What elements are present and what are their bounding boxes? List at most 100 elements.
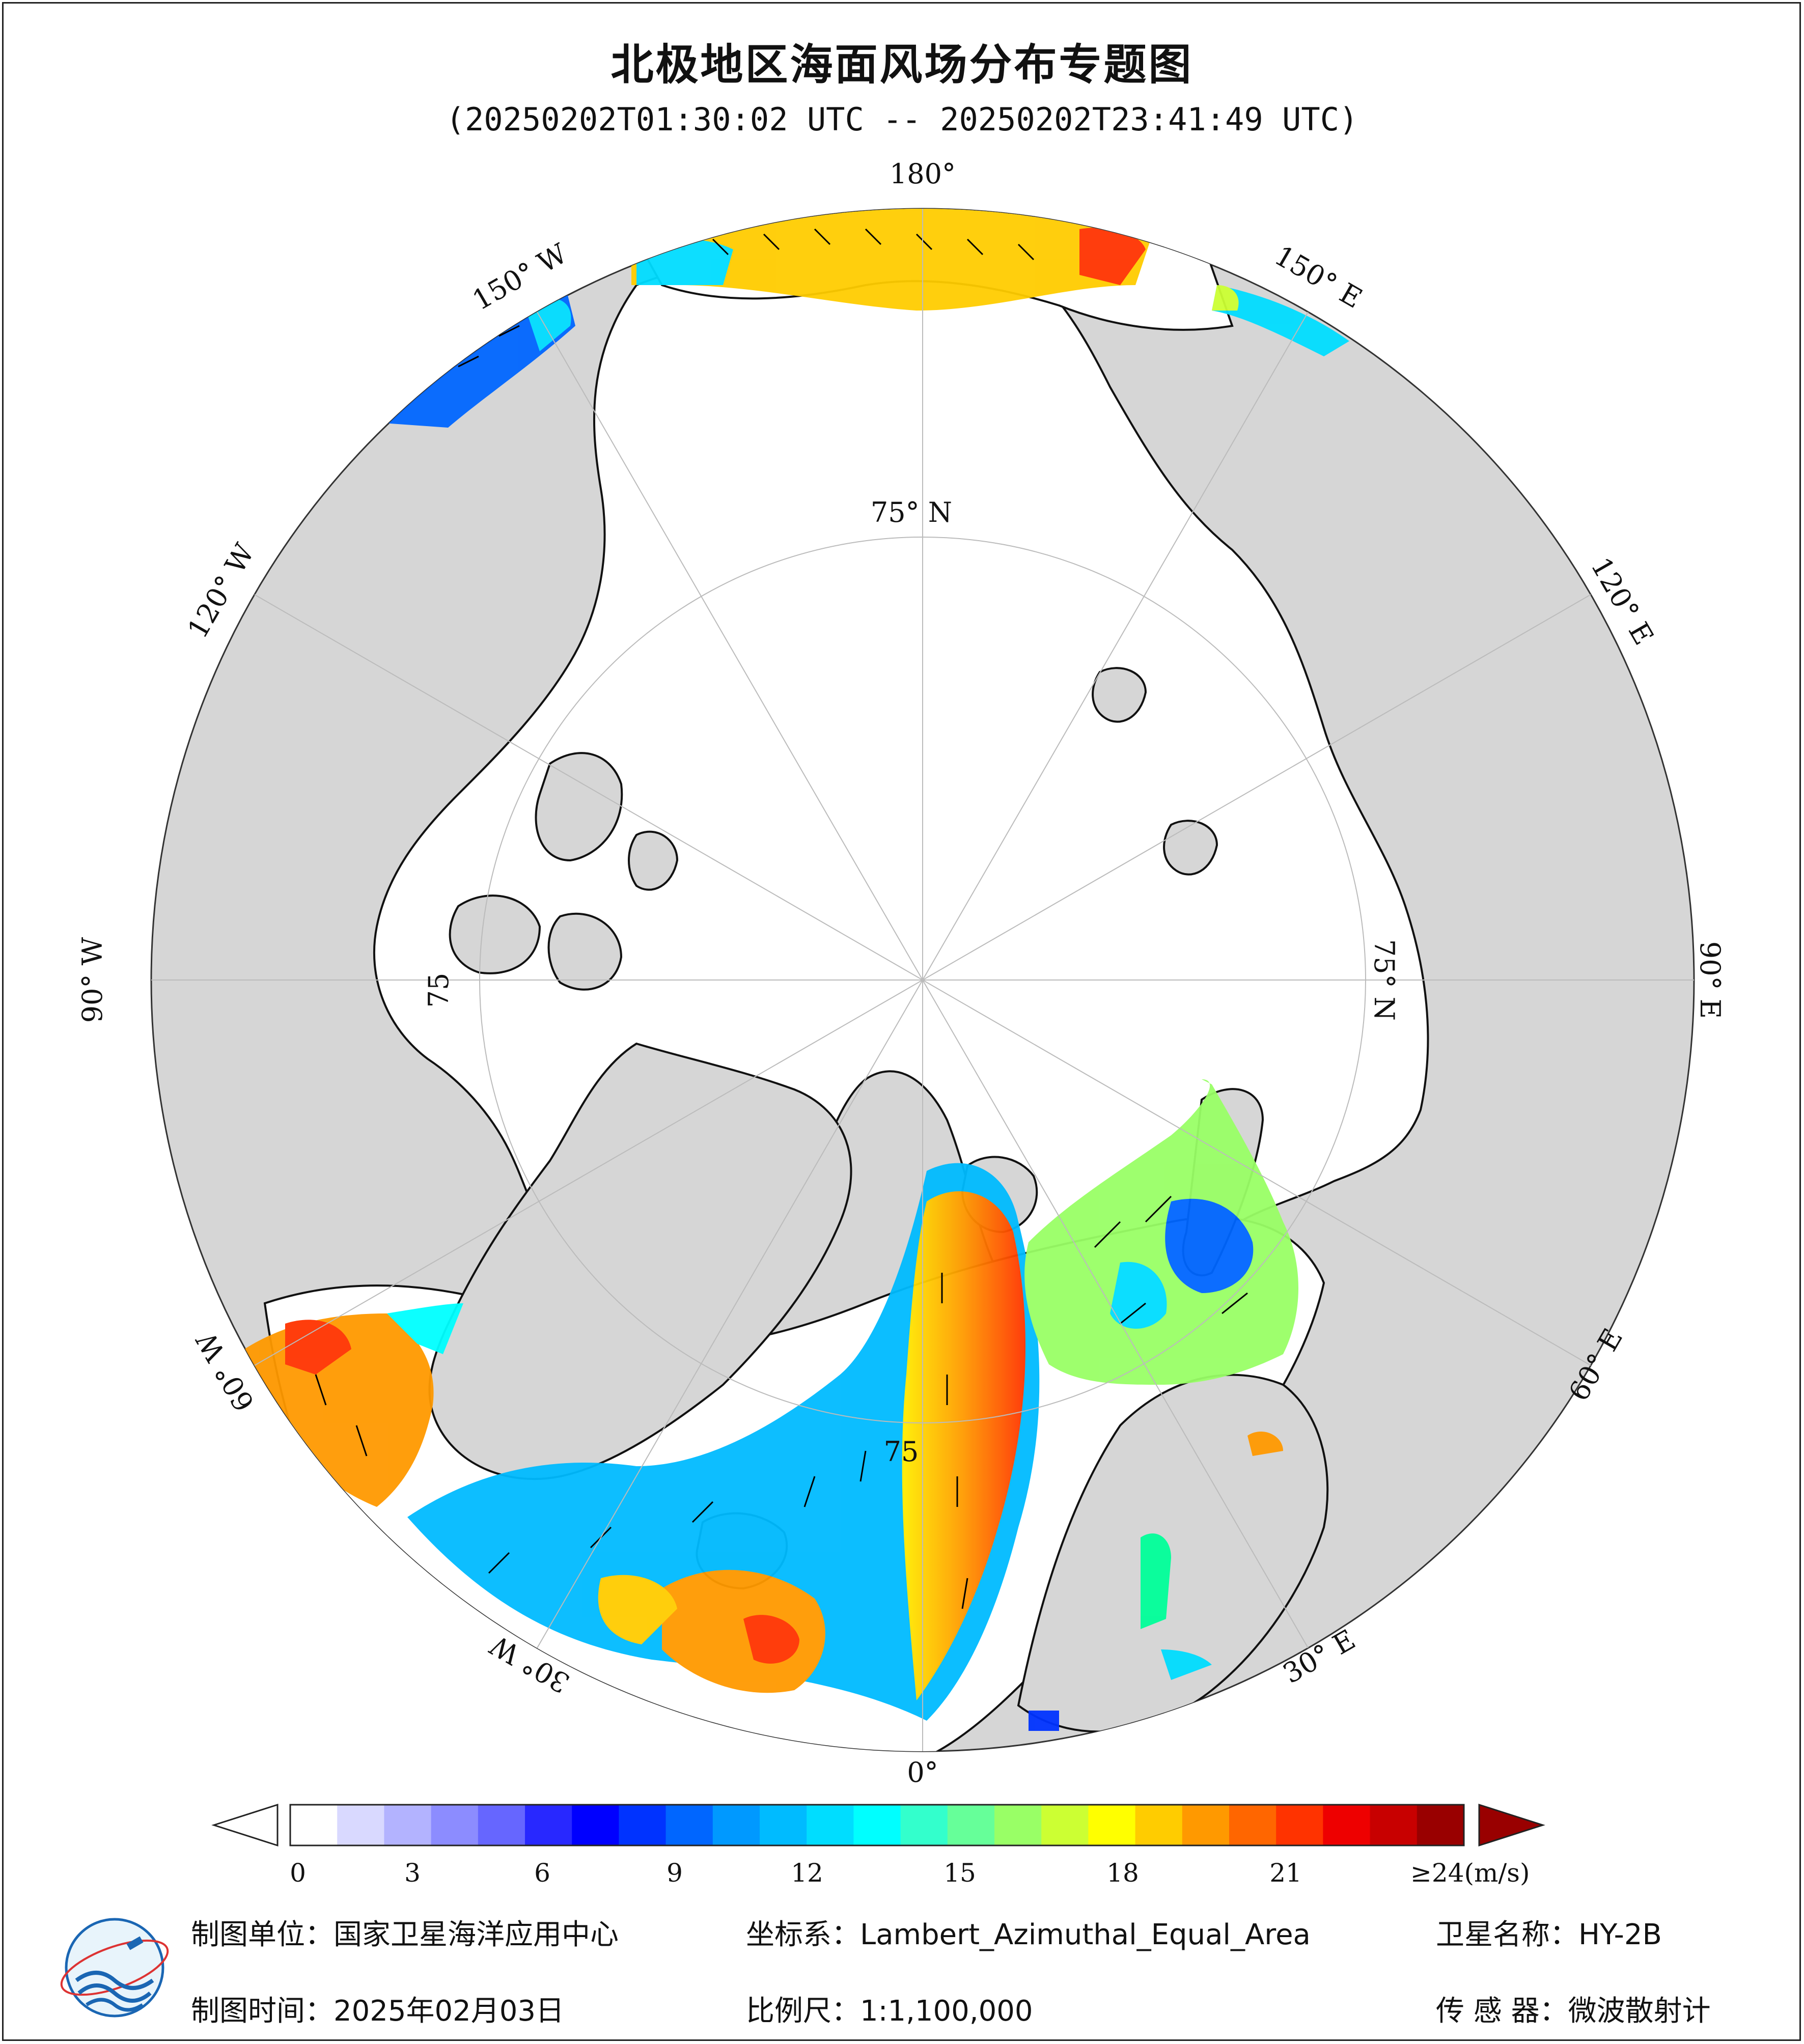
wind-arrow [1222, 1292, 1248, 1314]
russian-islands [1092, 667, 1218, 876]
wind-arrow [915, 233, 933, 250]
footer-sensor-key: 传 感 器： [1436, 1995, 1568, 2028]
footer-sensor-value: 微波散射计 [1568, 1995, 1711, 2028]
colorbar-cell [1135, 1805, 1183, 1845]
colorbar-cell [665, 1805, 713, 1845]
wind-arrow [1145, 1195, 1172, 1223]
colorbar-low-arrow [211, 1803, 279, 1847]
footer-time-key: 制图时间： [191, 1995, 334, 2028]
wind-arrow [814, 228, 831, 245]
colorbar-cell [619, 1805, 667, 1845]
colorbar-tick: 6 [534, 1858, 550, 1888]
colorbar-cell [712, 1805, 760, 1845]
colorbar-cell [900, 1805, 948, 1845]
map-title: 北极地区海面风场分布专题图 [610, 40, 1194, 90]
latitude-labels: 75° N 75° N 75 75 [423, 496, 1400, 1468]
colorbar-cell [994, 1805, 1042, 1845]
footer-unit-key: 制图单位： [191, 1918, 334, 1951]
colorbar-cell [1417, 1805, 1464, 1845]
colorbar-cell [525, 1805, 572, 1845]
wind-arrow [763, 233, 780, 250]
polar-map: 180° 150° E 120° E 90° E 60° E 30° E 0° … [76, 158, 1726, 1847]
wind-arrow [1120, 1302, 1146, 1325]
footer-time-value: 2025年02月03日 [334, 1995, 565, 2028]
colorbar-cell [572, 1805, 619, 1845]
graticule [151, 209, 1694, 1751]
wind-arrow [865, 228, 882, 245]
colorbar-cell [853, 1805, 901, 1845]
colorbar-high-arrow [1478, 1803, 1545, 1847]
footer-scale-key: 比例尺： [746, 1995, 860, 2028]
wind-arrow [803, 1476, 816, 1507]
colorbar-cell [1323, 1805, 1371, 1845]
footer-crs: 坐标系：Lambert_Azimuthal_Equal_Area [746, 1912, 1311, 1953]
footer-crs-value: Lambert_Azimuthal_Equal_Area [860, 1918, 1311, 1951]
colorbar-cell [1041, 1805, 1089, 1845]
colorbar-cell [1182, 1805, 1230, 1845]
colorbar-cell [947, 1805, 995, 1845]
footer-unit: 制图单位：国家卫星海洋应用中心 [191, 1912, 619, 1953]
footer-satellite: 卫星名称：HY-2B [1436, 1912, 1662, 1953]
colorbar-cell [807, 1805, 854, 1845]
lat-label-top: 75° N [871, 496, 952, 528]
wind-swath-barents [1024, 1079, 1298, 1385]
footer-sensor: 传 感 器：微波散射计 [1436, 1988, 1711, 2029]
colorbar-cell [384, 1805, 432, 1845]
wind-arrow [1094, 1221, 1121, 1248]
wind-arrow [966, 238, 984, 256]
colorbar-tick: 0 [290, 1858, 306, 1888]
colorbar-cell [431, 1805, 479, 1845]
colorbar-tick: 21 [1269, 1858, 1302, 1888]
colorbar-cells [289, 1804, 1465, 1846]
wind-swaths [244, 209, 1349, 1731]
footer-crs-key: 坐标系： [746, 1918, 860, 1951]
colorbar-cell [760, 1805, 807, 1845]
footer-satellite-value: HY-2B [1578, 1918, 1662, 1951]
colorbar-tick: 15 [943, 1858, 976, 1888]
wind-arrow [691, 1501, 714, 1523]
colorbar-border [289, 1804, 1465, 1846]
wind-arrow [458, 355, 479, 368]
wind-arrow [355, 1425, 368, 1457]
wind-swath-baltic [1141, 1533, 1171, 1629]
wind-arrow [1017, 243, 1035, 261]
lon-label-180: 180° [890, 158, 956, 190]
time-range-subtitle: (20250202T01:30:02 UTC -- 20250202T23:41… [446, 101, 1358, 138]
wind-arrow [488, 1552, 510, 1574]
colorbar-cell [1370, 1805, 1418, 1845]
colorbar-cell [1229, 1805, 1276, 1845]
wind-swath-northwest [377, 285, 575, 428]
wind-swath-north [631, 209, 1151, 311]
footer-unit-value: 国家卫星海洋应用中心 [334, 1918, 619, 1951]
colorbar-tick: 9 [667, 1858, 683, 1888]
colorbar-cell [1276, 1805, 1323, 1845]
footer-scale: 比例尺：1:1,100,000 [746, 1988, 1033, 2029]
wind-swath-atlantic [407, 1163, 1040, 1721]
lat-label-left: 75 [423, 973, 455, 1008]
wind-arrow [961, 1578, 968, 1609]
lon-label-90e: 90° E [1694, 941, 1726, 1019]
colorbar-cell [290, 1805, 338, 1845]
colorbar-cell [1088, 1805, 1136, 1845]
wind-arrow [315, 1374, 327, 1406]
colorbar-tick: 12 [791, 1858, 823, 1888]
lon-label-90w: 90° W [76, 937, 108, 1023]
colorbar-tick: 3 [404, 1858, 421, 1888]
footer-satellite-key: 卫星名称： [1436, 1918, 1578, 1951]
wind-swath-northeast [1212, 285, 1349, 356]
lat-label-bottom: 75 [884, 1436, 919, 1468]
wind-arrow [859, 1450, 867, 1482]
lon-label-0: 0° [907, 1756, 938, 1788]
wind-vectors [315, 228, 1248, 1609]
canadian-islands [449, 752, 679, 991]
footer-scale-value: 1:1,100,000 [860, 1995, 1033, 2028]
colorbar-cell [478, 1805, 525, 1845]
wind-arrow [712, 238, 729, 256]
footer-time: 制图时间：2025年02月03日 [191, 1988, 564, 2029]
lat-label-right: 75° N [1368, 939, 1400, 1021]
colorbar [211, 1803, 1545, 1847]
colorbar-tick: 18 [1106, 1858, 1139, 1888]
colorbar-unit: ≥24(m/s) [1410, 1858, 1530, 1888]
colorbar-cell [337, 1805, 384, 1845]
